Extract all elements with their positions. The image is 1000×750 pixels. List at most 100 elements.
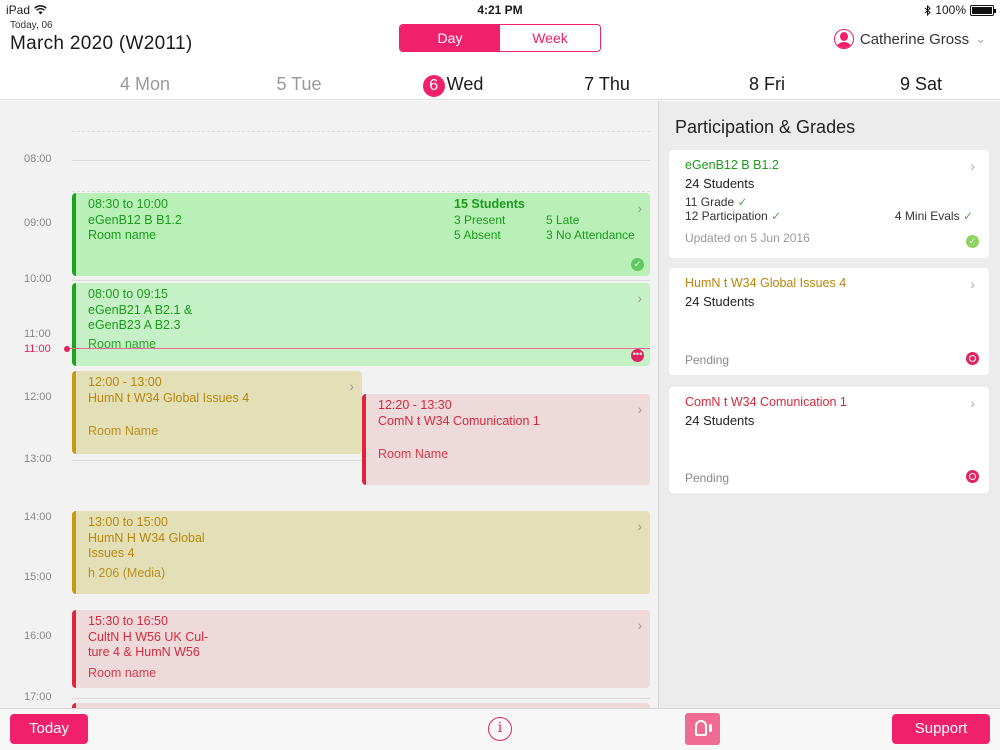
chevron-right-icon: ›: [637, 290, 642, 306]
grade-card[interactable]: ComN t W34 Comunication 1 24 Students Pe…: [669, 387, 989, 493]
day-wed[interactable]: 6 Wed: [383, 74, 523, 97]
student-count: 15 Students: [454, 197, 525, 211]
chevron-right-icon: ›: [970, 158, 975, 174]
hour-label: 15:00: [24, 571, 52, 583]
user-menu[interactable]: Catherine Gross ⌄: [833, 29, 986, 49]
view-toggle: Day Week: [399, 24, 601, 52]
hour-label: 11:00: [24, 328, 51, 340]
battery-icon: [970, 4, 996, 16]
clock: 4:21 PM: [477, 3, 523, 17]
chevron-right-icon: ›: [637, 617, 642, 633]
event-egenb12[interactable]: 08:30 to 10:00 eGenB12 B B1.2 Room name …: [72, 193, 650, 276]
hour-label: 08:00: [24, 153, 52, 165]
event-room: Room name: [88, 228, 157, 242]
event-humn-h[interactable]: 13:00 to 15:00 HumN H W34 Global Issues …: [72, 511, 650, 594]
hour-label: 16:00: [24, 630, 52, 642]
event-room: Room name: [88, 665, 157, 680]
day-fri[interactable]: 8 Fri: [748, 74, 786, 94]
event-title: HumN t W34 Global Issues 4: [88, 390, 250, 405]
avatar-icon: [833, 29, 854, 49]
card-title: HumN t W34 Global Issues 4: [685, 276, 847, 290]
day-timeline[interactable]: 08:00 09:00 10:00 11:00 12:00 13:00 14:0…: [0, 101, 658, 708]
day-sat[interactable]: 9 Sat: [899, 74, 943, 94]
event-title: eGenB12 B B1.2: [88, 212, 182, 227]
chevron-right-icon: ›: [970, 395, 975, 411]
clock-icon: [966, 470, 979, 483]
event-room: Room Name: [378, 447, 449, 461]
bluetooth-icon: [924, 4, 932, 16]
hour-label: 09:00: [24, 217, 52, 229]
current-time-dot: [64, 346, 70, 352]
check-circle-icon: ✓: [631, 258, 644, 271]
event-comn[interactable]: 12:20 - 13:30 ComN t W34 Comunication 1 …: [362, 394, 650, 485]
status-bar: iPad 4:21 PM 100%: [0, 0, 1000, 20]
today-button[interactable]: Today: [10, 714, 88, 744]
chevron-right-icon: ›: [637, 518, 642, 534]
user-name: Catherine Gross: [859, 30, 970, 48]
event-humn-global[interactable]: 12:00 - 13:00 HumN t W34 Global Issues 4…: [72, 371, 362, 454]
info-icon[interactable]: i: [488, 717, 512, 741]
event-egenb21[interactable]: 08:00 to 09:15 eGenB21 A B2.1 & eGenB23 …: [72, 283, 650, 366]
grade-card[interactable]: eGenB12 B B1.2 24 Students 11 Grade ✓ 12…: [669, 150, 989, 258]
event-title: HumN H W34 Global: [88, 530, 205, 545]
check-icon: ✓: [737, 195, 748, 209]
chevron-right-icon: ›: [970, 276, 975, 292]
grade-card[interactable]: HumN t W34 Global Issues 4 24 Students P…: [669, 268, 989, 375]
hour-label: 10:00: [24, 273, 52, 285]
today-label: Today, 06: [10, 20, 53, 31]
day-tue[interactable]: 5 Tue: [276, 74, 322, 94]
updated-date: Updated on 5 Jun 2016: [685, 231, 810, 245]
day-strip: 4 Mon 5 Tue 6 Wed 7 Thu 8 Fri 9 Sat: [0, 70, 1000, 100]
page-title: March 2020 (W2011): [10, 33, 193, 54]
tab-week[interactable]: Week: [500, 25, 600, 51]
event-time: 08:30 to 10:00: [88, 197, 168, 211]
day-mon[interactable]: 4 Mon: [119, 74, 171, 94]
event-time: 15:30 to 16:50: [88, 614, 168, 628]
speaking-head-icon[interactable]: [685, 713, 720, 745]
event-room: Room Name: [88, 424, 159, 438]
device-label: iPad: [6, 3, 31, 17]
late-count: 5 Late: [546, 212, 580, 227]
chevron-down-icon: ⌄: [975, 31, 986, 46]
tab-day[interactable]: Day: [400, 25, 500, 51]
clock-icon: [966, 352, 979, 365]
event-cultn[interactable]: 15:30 to 16:50 CultN H W56 UK Cul- ture …: [72, 610, 650, 688]
event-title: ture 4 & HumN W56: [88, 645, 200, 659]
current-time-line: [70, 348, 650, 349]
chevron-right-icon: ›: [349, 378, 354, 394]
current-day-badge: 6: [422, 75, 445, 97]
check-circle-icon: ✓: [966, 235, 979, 248]
current-time-label: 11:00: [24, 343, 51, 355]
more-icon[interactable]: •••: [631, 349, 644, 362]
event-title: ComN t W34 Comunication 1: [378, 413, 540, 428]
card-status: Pending: [685, 471, 730, 485]
no-attendance-count: 3 No Attendance: [546, 228, 635, 242]
event-title: eGenB21 A B2.1 &: [88, 302, 193, 317]
bottom-toolbar: Today i Support: [0, 708, 1000, 750]
event-time: 12:00 - 13:00: [88, 375, 162, 389]
battery-percent: 100%: [935, 3, 966, 17]
day-thu[interactable]: 7 Thu: [584, 74, 630, 94]
hour-label: 17:00: [24, 691, 52, 703]
event-room: Room name: [88, 336, 157, 351]
wifi-icon: [34, 5, 47, 15]
check-icon: ✓: [771, 209, 782, 223]
support-button[interactable]: Support: [892, 714, 990, 744]
event-time: 13:00 to 15:00: [88, 515, 168, 529]
present-count: 3 Present: [454, 212, 506, 227]
event-time: 12:20 - 13:30: [378, 398, 452, 412]
panel-title: Participation & Grades: [675, 117, 856, 137]
event-partial[interactable]: [72, 703, 650, 708]
event-title: CultN H W56 UK Cul-: [88, 629, 209, 644]
event-title: eGenB23 A B2.3: [88, 318, 181, 332]
card-students: 24 Students: [685, 413, 755, 428]
absent-count: 5 Absent: [454, 228, 501, 242]
participation-count: 12 Participation: [685, 209, 768, 223]
event-title: Issues 4: [88, 546, 135, 560]
card-students: 24 Students: [685, 176, 755, 191]
event-room: h 206 (Media): [88, 565, 166, 580]
grade-count: 11 Grade: [685, 195, 735, 209]
hour-label: 13:00: [24, 453, 52, 465]
card-students: 24 Students: [685, 294, 755, 309]
check-icon: ✓: [962, 209, 973, 223]
